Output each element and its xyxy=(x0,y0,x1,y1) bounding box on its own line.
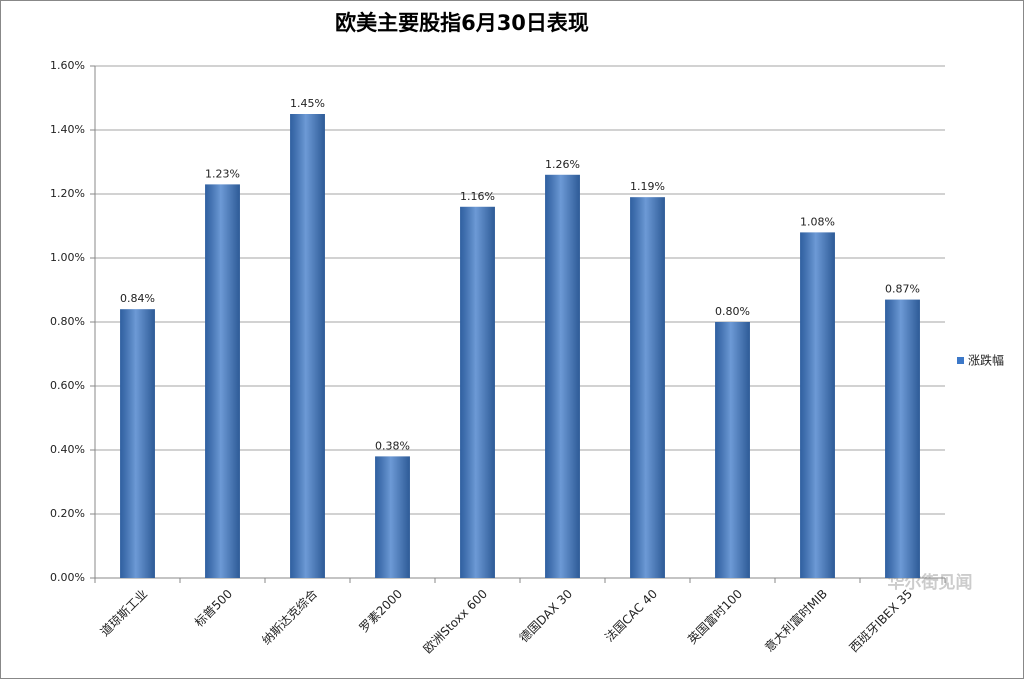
data-label: 0.38% xyxy=(375,439,410,452)
bar xyxy=(885,299,920,578)
bar xyxy=(715,322,750,578)
data-label: 0.87% xyxy=(885,283,920,296)
bar xyxy=(800,232,835,578)
bar xyxy=(205,184,240,578)
data-label: 1.23% xyxy=(205,167,240,180)
y-tick-label: 0.60% xyxy=(50,379,85,392)
data-label: 1.16% xyxy=(460,190,495,203)
data-label: 0.80% xyxy=(715,305,750,318)
y-tick-label: 1.40% xyxy=(50,123,85,136)
chart-title: 欧美主要股指6月30日表现 xyxy=(335,11,589,35)
data-label: 1.19% xyxy=(630,180,665,193)
data-label: 1.26% xyxy=(545,158,580,171)
data-label: 1.45% xyxy=(290,97,325,110)
data-label: 0.84% xyxy=(120,292,155,305)
bar xyxy=(460,206,495,579)
y-tick-label: 1.20% xyxy=(50,187,85,200)
legend-swatch xyxy=(957,357,964,364)
y-tick-label: 0.20% xyxy=(50,507,85,520)
bar xyxy=(375,456,410,578)
y-tick-label: 1.00% xyxy=(50,251,85,264)
bar xyxy=(290,114,325,578)
y-tick-label: 0.40% xyxy=(50,443,85,456)
bar xyxy=(545,174,580,579)
bar xyxy=(120,309,155,578)
y-tick-label: 0.00% xyxy=(50,571,85,584)
y-tick-label: 1.60% xyxy=(50,59,85,72)
legend-label: 涨跌幅 xyxy=(968,353,1004,368)
y-tick-label: 0.80% xyxy=(50,315,85,328)
bar xyxy=(630,197,665,578)
data-label: 1.08% xyxy=(800,215,835,228)
